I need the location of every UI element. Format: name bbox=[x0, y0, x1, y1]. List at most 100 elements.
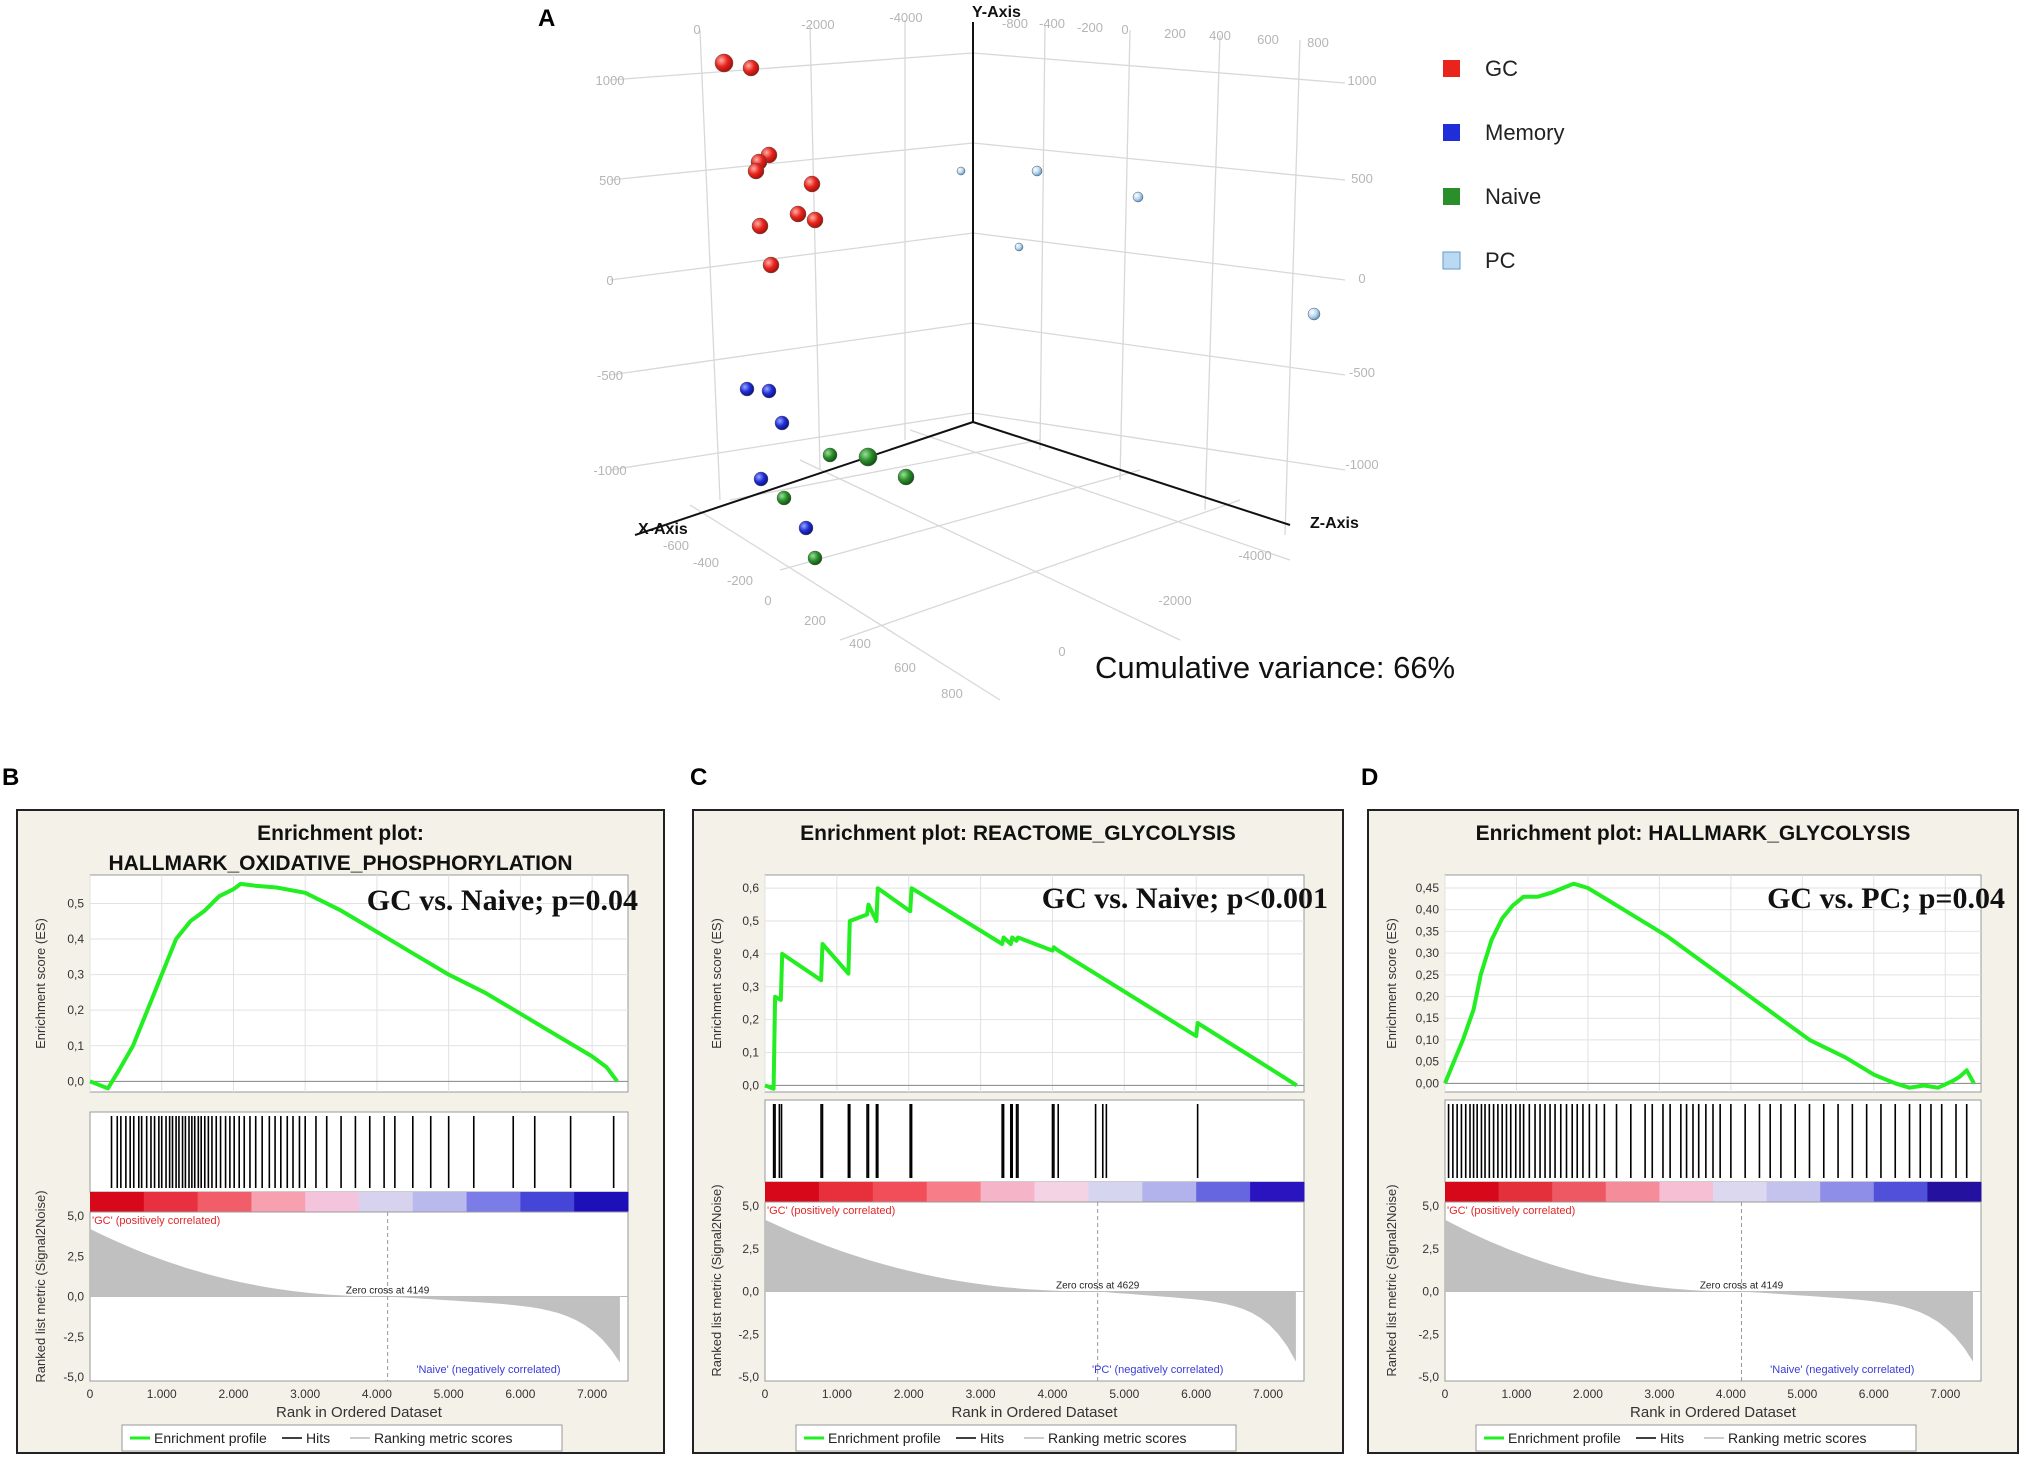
gc-point bbox=[742, 59, 760, 77]
metric-tick-label: 0,0 bbox=[1422, 1285, 1439, 1299]
metric-tick-label: -5,0 bbox=[1418, 1370, 1439, 1384]
es-tick-label: 0,1 bbox=[67, 1039, 84, 1053]
heat-bar-segment bbox=[466, 1192, 521, 1212]
heat-bar-segment bbox=[197, 1192, 252, 1212]
y-axis-label: Y-Axis bbox=[972, 4, 1021, 21]
pca-left-tick: -500 bbox=[597, 368, 623, 383]
pca-axes bbox=[634, 22, 1291, 536]
x-tick-label: 1.000 bbox=[1501, 1387, 1531, 1401]
x-axis-label: Rank in Ordered Dataset bbox=[276, 1404, 443, 1421]
heat-bar-segment bbox=[926, 1182, 982, 1202]
x-tick-label: 2.000 bbox=[1573, 1387, 1603, 1401]
es-plot-area bbox=[764, 874, 1305, 1093]
pca-right-tick: -500 bbox=[1349, 365, 1375, 380]
heat-bar-segment bbox=[412, 1192, 468, 1212]
heat-bar-segment bbox=[574, 1192, 629, 1212]
pca-top-right-tick: -400 bbox=[1039, 16, 1065, 31]
pca-left-tick: 1000 bbox=[596, 73, 625, 88]
naive-point bbox=[897, 468, 915, 486]
heat-bar-segment bbox=[251, 1192, 306, 1212]
ranking-metric-fill bbox=[90, 1228, 620, 1363]
memory-point bbox=[753, 471, 769, 487]
es-tick-label: 0,15 bbox=[1416, 1011, 1440, 1025]
x-axis-label: X-Axis bbox=[638, 521, 688, 538]
gsea-legend bbox=[1475, 1424, 1917, 1452]
pca-bottom-left-tick: -600 bbox=[663, 538, 689, 553]
x-axis-label: Rank in Ordered Dataset bbox=[952, 1404, 1119, 1421]
pca-points bbox=[714, 53, 1321, 566]
metric-y-axis-label: Ranked list metric (Signal2Noise) bbox=[1384, 1184, 1399, 1376]
memory-point bbox=[739, 381, 755, 397]
legend-swatch-memory bbox=[1443, 124, 1460, 141]
legend-metric-label: Ranking metric scores bbox=[1728, 1430, 1867, 1446]
pc-point bbox=[1132, 191, 1144, 203]
metric-tick-label: 2,5 bbox=[1422, 1242, 1439, 1256]
cumulative-variance: Cumulative variance: 66% bbox=[1095, 650, 1455, 685]
metric-tick-label: 0,0 bbox=[742, 1285, 759, 1299]
heat-bar-segment bbox=[1605, 1182, 1660, 1202]
gsea-comparison-annotation: GC vs. Naive; p=0.04 bbox=[367, 884, 638, 917]
x-tick-label: 0 bbox=[762, 1387, 769, 1401]
metric-tick-label: -5,0 bbox=[63, 1370, 84, 1384]
pca-top-right-tick: 400 bbox=[1209, 28, 1231, 43]
ranking-metric-fill bbox=[1445, 1219, 1973, 1362]
pca-top-right-tick: -800 bbox=[1002, 16, 1028, 31]
pca-top-right-tick: 600 bbox=[1257, 32, 1279, 47]
positive-correlation-label: 'GC' (positively correlated) bbox=[1447, 1205, 1575, 1217]
heat-bar-segment bbox=[1498, 1182, 1553, 1202]
x-tick-label: 4.000 bbox=[1037, 1387, 1067, 1401]
x-tick-label: 7.000 bbox=[1253, 1387, 1283, 1401]
gc-point bbox=[762, 256, 780, 274]
metric-tick-label: 5,0 bbox=[1422, 1199, 1439, 1213]
es-tick-label: 0,2 bbox=[67, 1003, 84, 1017]
pc-point bbox=[956, 166, 966, 176]
memory-point bbox=[761, 383, 777, 399]
x-tick-label: 6.000 bbox=[1859, 1387, 1889, 1401]
gsea-title: Enrichment plot: REACTOME_GLYCOLYSIS bbox=[800, 822, 1236, 845]
pca-bottom-left-tick: 200 bbox=[804, 613, 826, 628]
gsea-panel-c: C Enrichment plot: REACTOME_GLYCOLYSIS 0,0… bbox=[690, 764, 1344, 1454]
legend-swatch-pc bbox=[1442, 251, 1461, 270]
gsea-title: HALLMARK_OXIDATIVE_PHOSPHORYLATION bbox=[109, 852, 573, 875]
pca-top-right-tick: 800 bbox=[1307, 35, 1329, 50]
heat-bar-segment bbox=[359, 1192, 414, 1212]
panel-letter-c: C bbox=[690, 764, 707, 791]
es-y-axis-label: Enrichment score (ES) bbox=[33, 918, 48, 1049]
pca-legend: GC Memory Naive PC bbox=[1442, 56, 1564, 273]
metric-tick-label: -2,5 bbox=[1418, 1327, 1439, 1341]
es-tick-label: 0,20 bbox=[1416, 990, 1440, 1004]
heat-bar-segment bbox=[872, 1182, 928, 1202]
z-axis-label: Z-Axis bbox=[1310, 515, 1359, 532]
es-tick-label: 0,5 bbox=[742, 914, 759, 928]
pca-top-right-tick: 200 bbox=[1164, 26, 1186, 41]
x-tick-label: 2.000 bbox=[218, 1387, 248, 1401]
pca-right-tick: 0 bbox=[1358, 271, 1365, 286]
gsea-title: Enrichment plot: HALLMARK_GLYCOLYSIS bbox=[1476, 822, 1911, 845]
zero-cross-text: Zero cross at 4629 bbox=[1056, 1281, 1140, 1292]
naive-point bbox=[822, 447, 838, 463]
pca-left-tick: 500 bbox=[599, 173, 621, 188]
es-tick-label: 0,3 bbox=[67, 968, 84, 982]
gc-point bbox=[789, 205, 807, 223]
pca-top-left-tick: -2000 bbox=[801, 17, 834, 32]
heat-bar-segment bbox=[1088, 1182, 1143, 1202]
pca-left-tick: 0 bbox=[606, 273, 613, 288]
gsea-comparison-annotation: GC vs. Naive; p<0.001 bbox=[1042, 882, 1328, 915]
pca-bottom-left-tick: 800 bbox=[941, 686, 963, 701]
gc-point bbox=[806, 211, 824, 229]
metric-y-axis-label: Ranked list metric (Signal2Noise) bbox=[709, 1184, 724, 1376]
heat-bar-segment bbox=[1713, 1182, 1768, 1202]
es-tick-label: 0,35 bbox=[1416, 924, 1440, 938]
panel-letter-d: D bbox=[1361, 764, 1378, 791]
legend-enrichment-label: Enrichment profile bbox=[1508, 1430, 1621, 1446]
es-y-axis-label: Enrichment score (ES) bbox=[1384, 918, 1399, 1049]
es-plot-area bbox=[1444, 874, 1982, 1093]
heat-bar-segment bbox=[1659, 1182, 1714, 1202]
gsea-title: Enrichment plot: bbox=[257, 822, 424, 845]
x-tick-label: 6.000 bbox=[1181, 1387, 1211, 1401]
pca-bottom-left-tick: 600 bbox=[894, 660, 916, 675]
es-tick-label: 0,0 bbox=[742, 1078, 759, 1092]
gsea-legend bbox=[795, 1424, 1237, 1452]
pc-point bbox=[1031, 165, 1043, 177]
heat-bar-segment bbox=[818, 1182, 874, 1202]
